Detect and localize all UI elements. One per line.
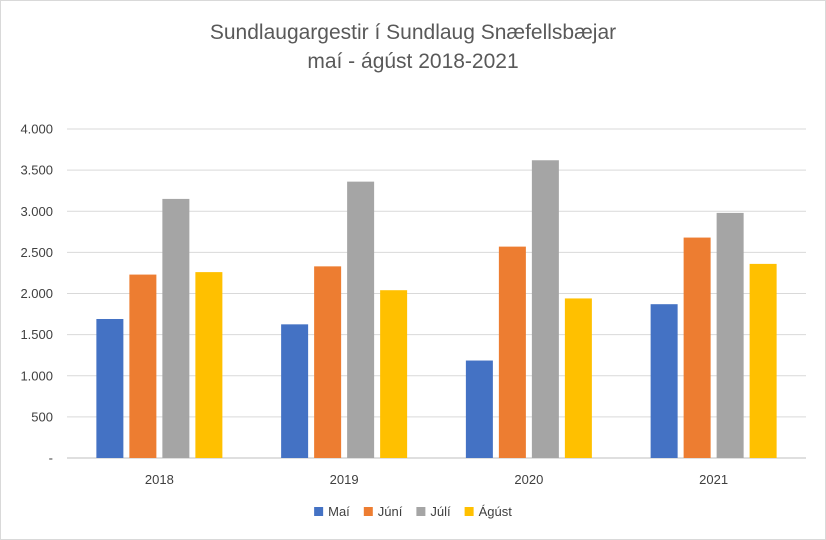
y-tick-label: - [49, 451, 53, 466]
y-tick-label: 3.500 [20, 163, 53, 178]
legend-item-júlí: Júlí [416, 504, 451, 519]
chart-title: Sundlaugargestir í Sundlaug Snæfellsbæja… [210, 21, 616, 73]
bar-2020-ágúst [564, 298, 592, 458]
legend-label: Maí [328, 504, 350, 519]
y-axis: - 500 1.000 1.500 2.000 2.500 3.000 3.500 4.000 [20, 122, 53, 466]
chart-title-line-2: maí - ágúst 2018-2021 [307, 50, 518, 73]
y-tick-label: 1.000 [20, 368, 53, 383]
bar-2019-júní [314, 266, 342, 458]
chart-title-line-1: Sundlaugargestir í Sundlaug Snæfellsbæja… [210, 21, 616, 44]
bar-2019-ágúst [380, 290, 408, 458]
legend-label: Júní [378, 504, 403, 519]
bar-2021-júní [683, 237, 711, 458]
legend-item-júní: Júní [363, 504, 403, 519]
y-tick-label: 3.000 [20, 204, 53, 219]
bar-2021-júlí [716, 212, 744, 458]
x-tick-label: 2020 [514, 472, 543, 487]
bar-2020-júlí [531, 160, 559, 458]
legend-label: Ágúst [479, 504, 513, 519]
y-tick-label: 500 [31, 409, 53, 424]
legend-swatch [416, 507, 426, 516]
y-tick-label: 1.500 [20, 327, 53, 342]
bar-2020-júní [498, 246, 526, 458]
legend-item-ágúst: Ágúst [464, 504, 513, 519]
bar-2021-ágúst [749, 263, 777, 458]
legend: Maí Júní Júlí Ágúst [314, 504, 512, 519]
bar-2020-maí [465, 360, 493, 458]
bar-2019-júlí [347, 181, 375, 458]
legend-swatch [314, 507, 324, 516]
bar-2018-ágúst [195, 272, 223, 458]
legend-item-maí: Maí [314, 504, 350, 519]
bar-2018-júlí [162, 198, 190, 458]
bar-2021-maí [650, 304, 678, 458]
bar-2018-maí [96, 318, 124, 458]
gridlines [67, 128, 806, 459]
legend-swatch [363, 507, 373, 516]
x-axis: 2018 2019 2020 2021 [145, 472, 728, 487]
y-tick-label: 4.000 [20, 122, 53, 137]
bars [96, 160, 777, 458]
bar-2019-maí [281, 324, 309, 458]
y-tick-label: 2.000 [20, 286, 53, 301]
legend-label: Júlí [430, 504, 451, 519]
legend-swatch [464, 507, 474, 516]
x-tick-label: 2018 [145, 472, 174, 487]
y-tick-label: 2.500 [20, 245, 53, 260]
x-tick-label: 2021 [699, 472, 728, 487]
x-tick-label: 2019 [330, 472, 359, 487]
bar-2018-júní [129, 274, 157, 458]
